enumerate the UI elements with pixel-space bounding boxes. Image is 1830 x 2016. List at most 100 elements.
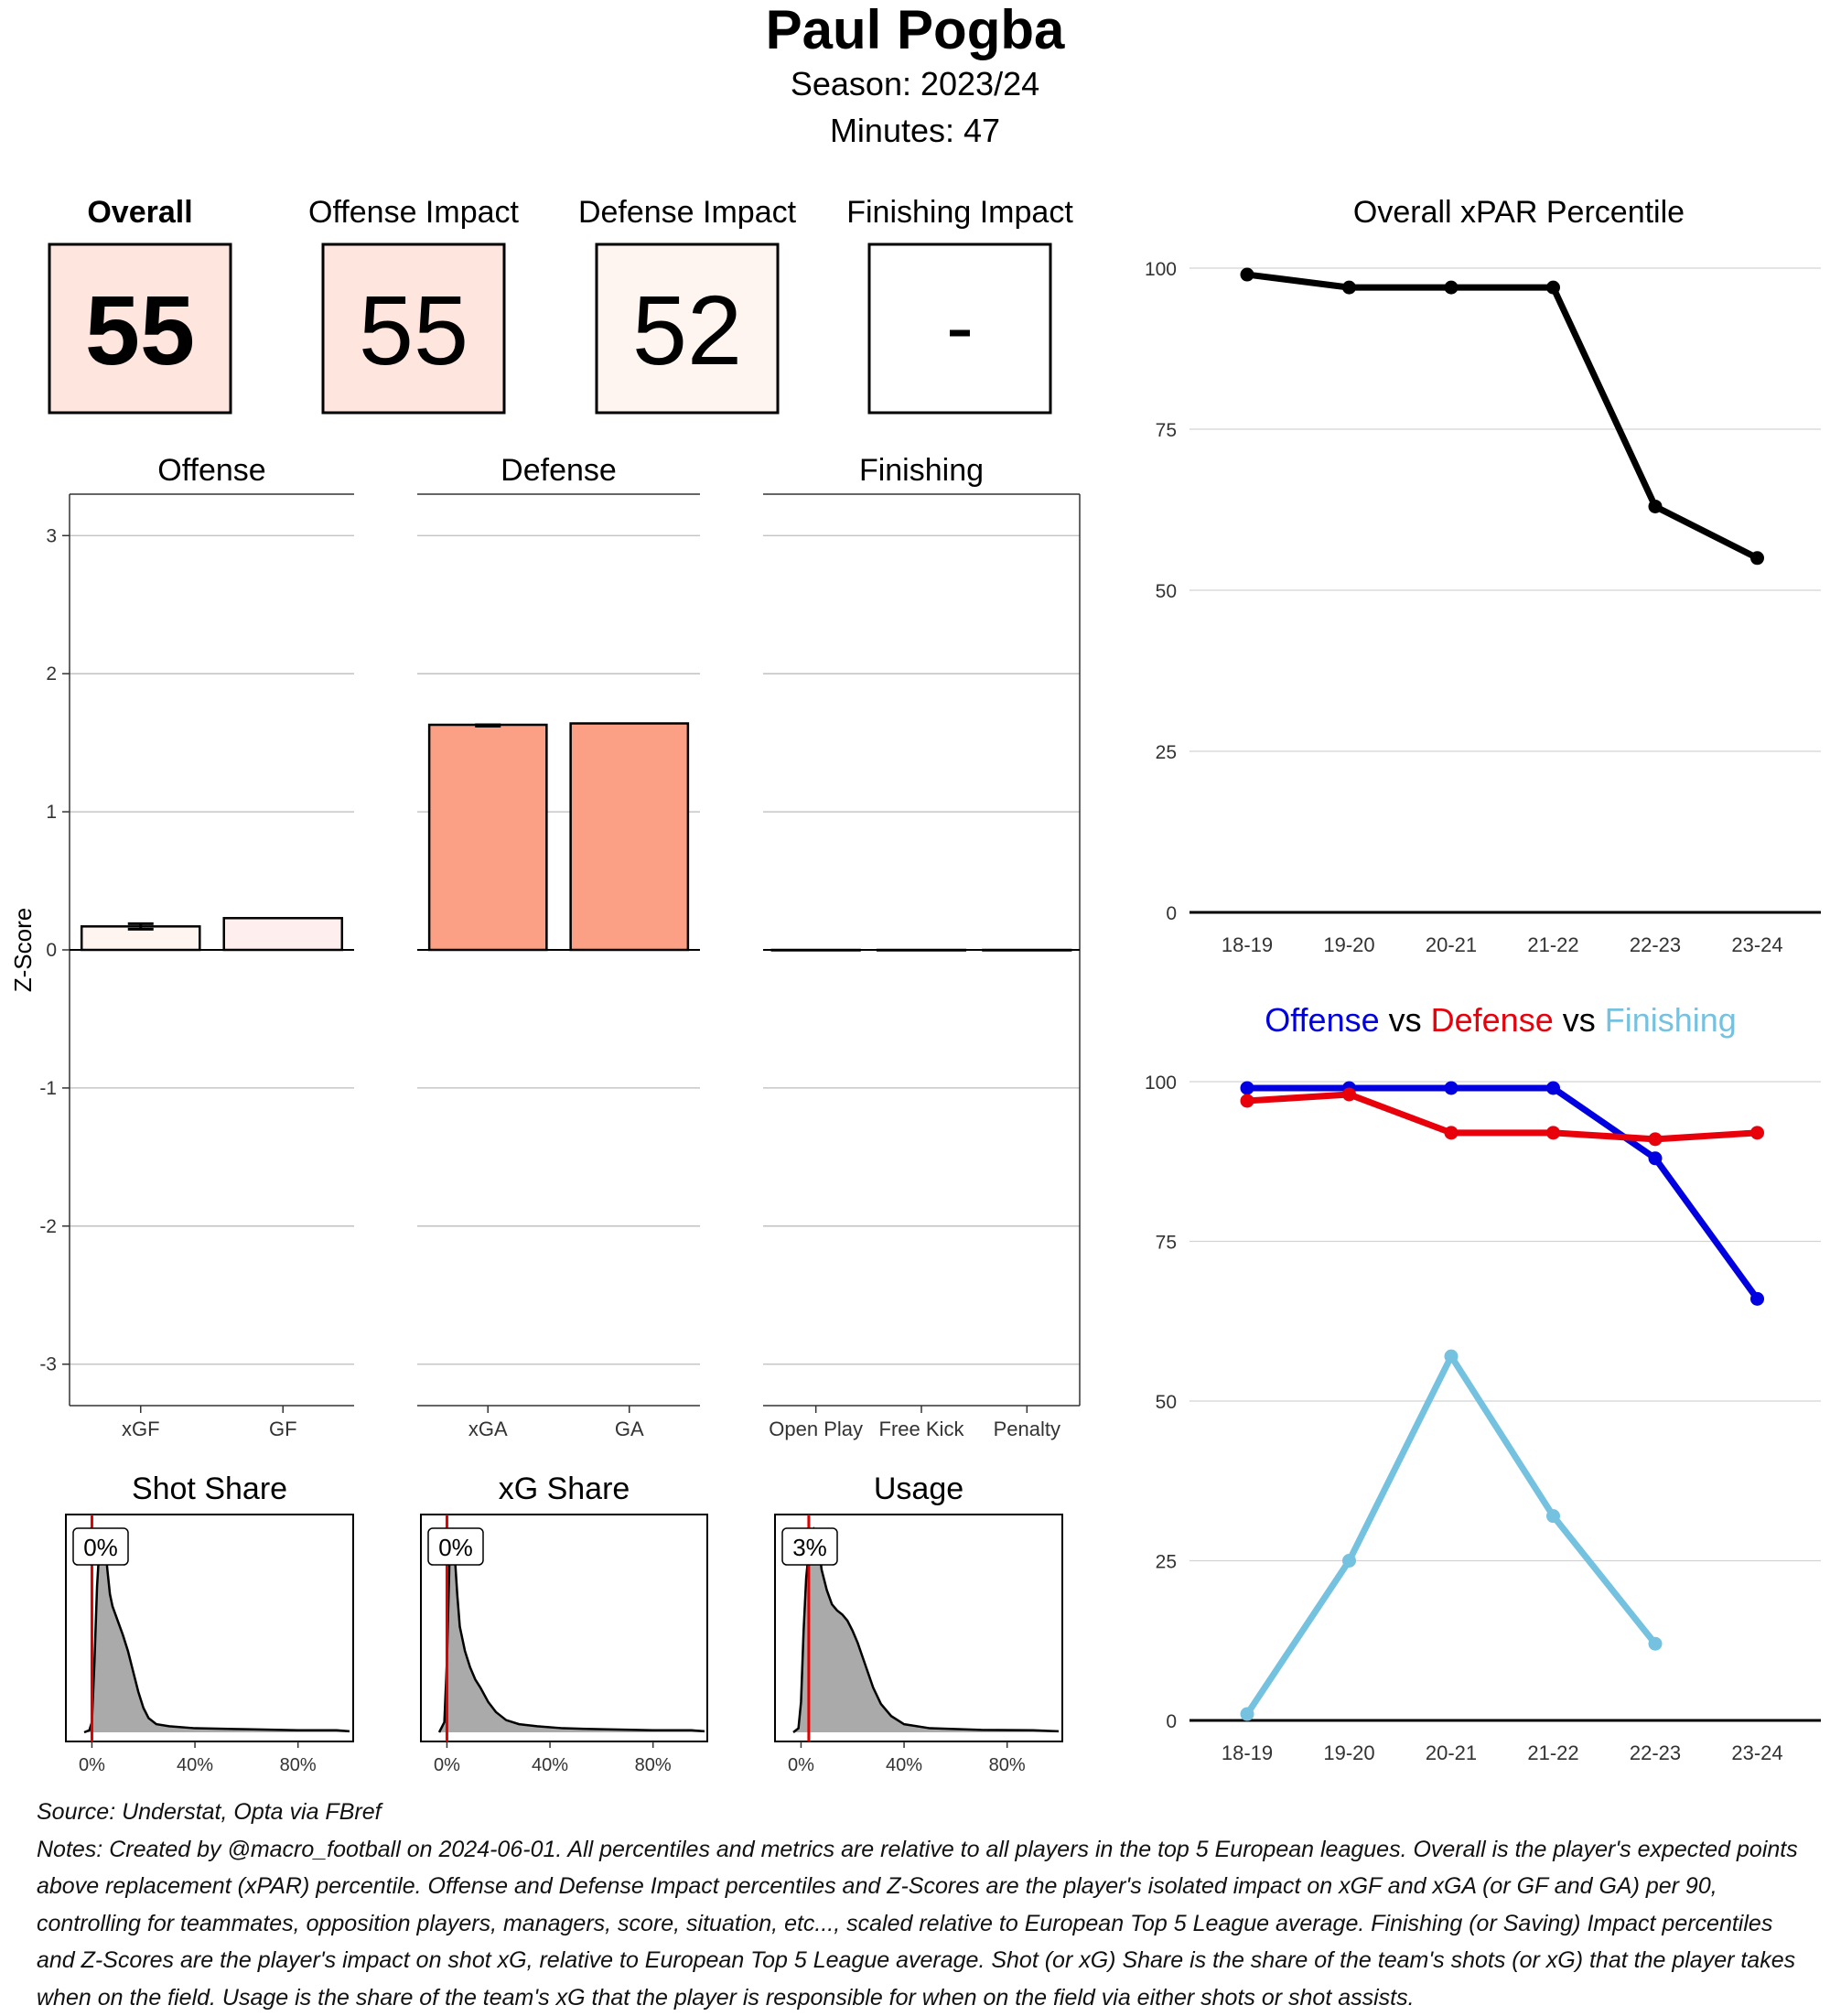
value-label: 3% [792, 1534, 827, 1561]
x-tick-label: 21-22 [1527, 933, 1578, 956]
data-point-overall [1546, 281, 1560, 295]
chart-title: Overall xPAR Percentile [1353, 195, 1685, 230]
data-point-offense [1750, 1292, 1764, 1306]
data-point-finishing [1342, 1554, 1356, 1568]
title-part-vs: vs [1554, 1001, 1605, 1039]
footer-notes: Source: Understat, Opta via FBref Notes:… [37, 1794, 1812, 2016]
score-card-title: Defense Impact [578, 195, 797, 230]
y-tick-label: 75 [1156, 420, 1177, 441]
bar-free-kick [877, 950, 965, 951]
bar-open-play [772, 950, 860, 951]
panel-title: Defense [501, 453, 617, 488]
x-tick-label: 0% [79, 1755, 105, 1775]
x-tick-label: Open Play [769, 1418, 863, 1440]
x-tick-label: 18-19 [1222, 933, 1273, 956]
y-tick-label: 2 [46, 663, 57, 685]
y-tick-label: 50 [1156, 581, 1177, 602]
data-point-finishing [1649, 1637, 1663, 1651]
score-card-value: 52 [632, 275, 742, 385]
data-point-defense [1445, 1126, 1459, 1139]
title-part-vs: vs [1380, 1001, 1431, 1039]
data-point-defense [1750, 1126, 1764, 1139]
x-tick-label: 20-21 [1426, 933, 1477, 956]
data-point-overall [1649, 500, 1663, 513]
title-part-defense: Defense [1431, 1001, 1554, 1039]
bar-xga [429, 725, 546, 950]
x-tick-label: 0% [788, 1755, 814, 1775]
series-line-finishing [1247, 1356, 1655, 1714]
y-tick-label: 25 [1156, 742, 1177, 763]
x-tick-label: 40% [177, 1755, 213, 1775]
score-card-value: 55 [359, 275, 468, 385]
x-tick-label: Free Kick [879, 1418, 965, 1440]
score-card-value: 55 [85, 275, 195, 385]
data-point-overall [1750, 551, 1764, 565]
data-point-finishing [1546, 1509, 1560, 1523]
x-tick-label: 20-21 [1426, 1741, 1477, 1764]
x-tick-label: 0% [434, 1755, 460, 1775]
player-name: Paul Pogba [766, 0, 1065, 60]
score-card-overall: Overall 55 [49, 195, 231, 413]
data-point-finishing [1241, 1708, 1254, 1721]
x-tick-label: xGA [468, 1418, 508, 1440]
y-tick-label: -1 [39, 1078, 57, 1099]
x-tick-label: 22-23 [1630, 933, 1681, 956]
value-label: 0% [83, 1534, 118, 1561]
data-point-finishing [1445, 1350, 1459, 1364]
x-tick-label: GF [269, 1418, 297, 1440]
data-point-defense [1342, 1087, 1356, 1101]
bar-ga [571, 724, 688, 950]
panel-title: Usage [874, 1472, 963, 1506]
y-tick-label: 0 [46, 940, 57, 961]
data-point-offense [1546, 1081, 1560, 1094]
data-point-offense [1649, 1151, 1663, 1165]
x-tick-label: 80% [280, 1755, 317, 1775]
data-point-defense [1649, 1132, 1663, 1146]
data-point-overall [1241, 268, 1254, 282]
components-chart-title: Offense vs Defense vs Finishing [1265, 1001, 1737, 1039]
series-line-offense [1247, 1088, 1758, 1299]
data-point-offense [1445, 1081, 1459, 1094]
y-tick-label: -2 [39, 1216, 57, 1237]
y-tick-label: 3 [46, 525, 57, 546]
score-card-title: Finishing Impact [846, 195, 1073, 230]
y-tick-label: 0 [1166, 1711, 1177, 1732]
x-tick-label: 22-23 [1630, 1741, 1681, 1764]
source-text: Source: Understat, Opta via FBref [37, 1794, 1812, 1831]
data-point-defense [1546, 1126, 1560, 1139]
y-tick-label: 75 [1156, 1233, 1177, 1254]
score-card-title: Overall [87, 195, 192, 230]
series-line-defense [1247, 1094, 1758, 1139]
series-line-overall [1247, 275, 1758, 558]
components-line-chart: Offense vs Defense vs Finishing 02550751… [1145, 1001, 1821, 1764]
panel-title: Shot Share [132, 1472, 287, 1506]
title-part-finishing: Finishing [1605, 1001, 1737, 1039]
data-point-defense [1241, 1094, 1254, 1107]
data-point-overall [1342, 281, 1356, 295]
x-tick-label: 80% [989, 1755, 1026, 1775]
value-label: 0% [438, 1534, 473, 1561]
x-tick-label: 23-24 [1731, 933, 1782, 956]
x-tick-label: 80% [635, 1755, 672, 1775]
x-tick-label: 40% [886, 1755, 922, 1775]
x-tick-label: 21-22 [1527, 1741, 1578, 1764]
panel-title: Offense [157, 453, 265, 488]
notes-text: Notes: Created by @macro_football on 202… [37, 1831, 1812, 2016]
score-card-defense-impact: Defense Impact 52 [578, 195, 797, 413]
y-tick-label: -3 [39, 1354, 57, 1375]
y-tick-label: 1 [46, 802, 57, 823]
y-tick-label: 100 [1145, 259, 1177, 280]
x-tick-label: xGF [122, 1418, 160, 1440]
data-point-offense [1241, 1081, 1254, 1094]
title-part-offense: Offense [1265, 1001, 1379, 1039]
score-card-value: - [946, 282, 974, 373]
y-tick-label: 50 [1156, 1392, 1177, 1413]
x-tick-label: Penalty [994, 1418, 1060, 1440]
x-tick-label: 19-20 [1323, 1741, 1374, 1764]
score-card-finishing-impact: Finishing Impact - [846, 195, 1073, 413]
x-tick-label: 23-24 [1731, 1741, 1782, 1764]
y-axis-label: Z-Score [9, 908, 37, 992]
x-tick-label: 18-19 [1222, 1741, 1273, 1764]
